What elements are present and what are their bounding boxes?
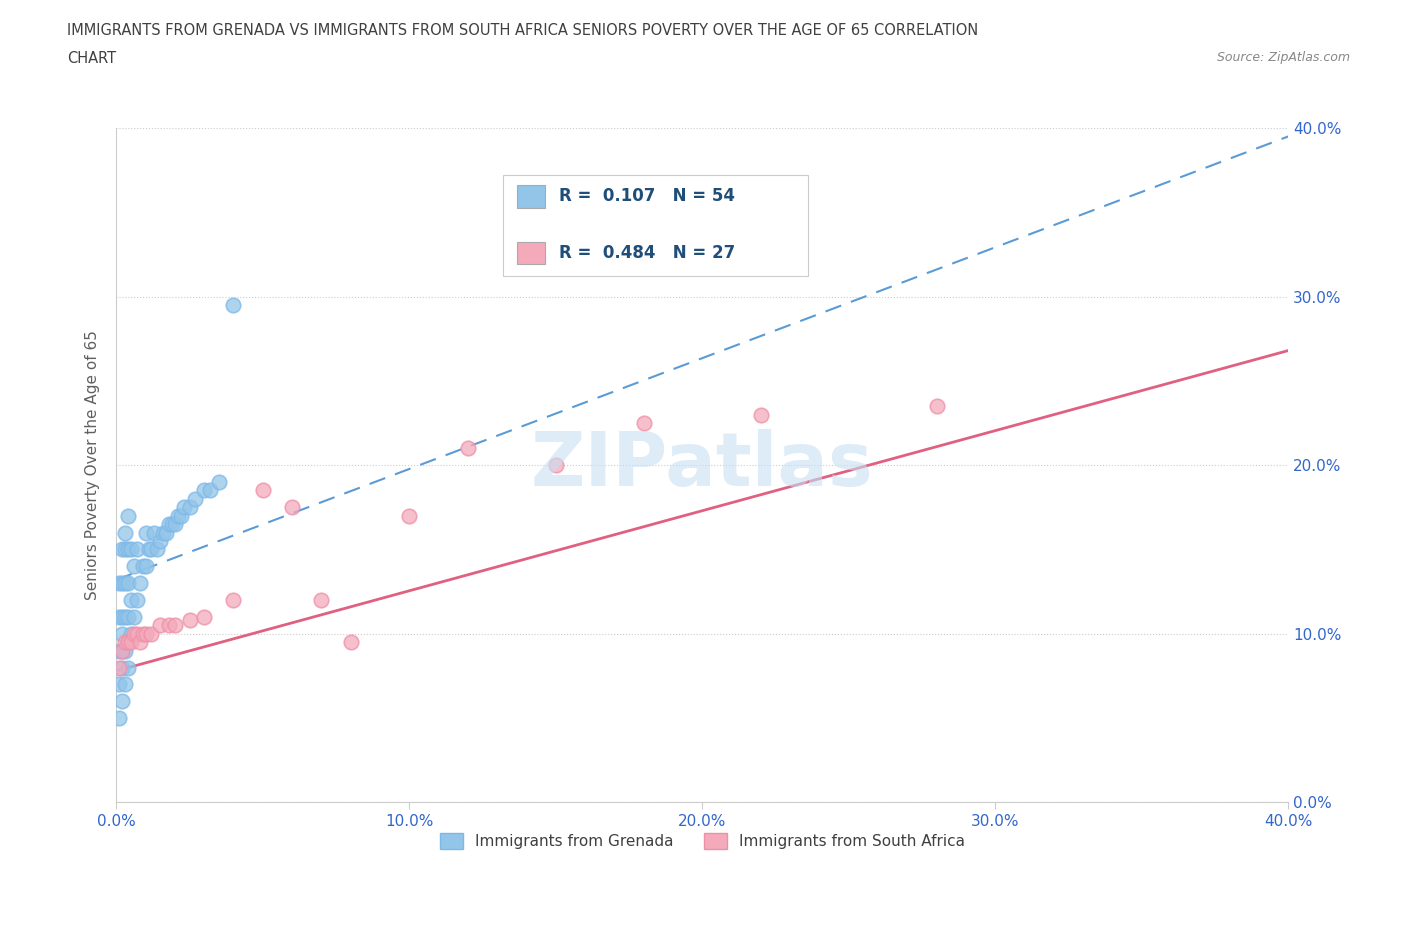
Bar [517, 242, 544, 264]
Point [128, 576, 150, 591]
Point [184, 491, 207, 506]
Point [398, 509, 420, 524]
Point [173, 500, 195, 515]
Point [749, 407, 772, 422]
Point [122, 609, 145, 624]
Point [633, 416, 655, 431]
Point [135, 525, 157, 540]
Point [111, 576, 134, 591]
Y-axis label: Seniors Poverty Over the Age of 65: Seniors Poverty Over the Age of 65 [86, 330, 100, 600]
Point [125, 542, 148, 557]
Point [135, 559, 157, 574]
Point [208, 474, 231, 489]
Point [111, 542, 134, 557]
Point [131, 626, 153, 641]
Point [179, 613, 201, 628]
Point [193, 483, 215, 498]
Point [141, 542, 163, 557]
Point [108, 677, 131, 692]
Point [179, 500, 201, 515]
Legend: Immigrants from Grenada, Immigrants from South Africa: Immigrants from Grenada, Immigrants from… [433, 828, 972, 856]
Text: Source: ZipAtlas.com: Source: ZipAtlas.com [1216, 51, 1350, 64]
Text: IMMIGRANTS FROM GRENADA VS IMMIGRANTS FROM SOUTH AFRICA SENIORS POVERTY OVER THE: IMMIGRANTS FROM GRENADA VS IMMIGRANTS FR… [67, 23, 979, 38]
Point [111, 644, 134, 658]
Point [111, 626, 134, 641]
Point [114, 644, 136, 658]
Point [117, 542, 139, 557]
Point [155, 525, 177, 540]
Point [149, 618, 172, 632]
Point [925, 399, 948, 414]
Point [252, 483, 274, 498]
Point [157, 517, 180, 532]
Point [114, 677, 136, 692]
Point [122, 626, 145, 641]
Point [311, 592, 333, 607]
Point [125, 626, 148, 641]
Point [117, 660, 139, 675]
Point [198, 483, 221, 498]
Text: R =  0.484   N = 27: R = 0.484 N = 27 [558, 244, 735, 262]
Point [117, 635, 139, 650]
Point [122, 559, 145, 574]
Point [111, 660, 134, 675]
Point [141, 626, 163, 641]
Point [108, 609, 131, 624]
Point [128, 635, 150, 650]
Point [149, 534, 172, 549]
Point [170, 509, 193, 524]
Point [146, 542, 169, 557]
Point [117, 576, 139, 591]
Point [166, 509, 188, 524]
Point [111, 694, 134, 709]
Point [114, 542, 136, 557]
Point [108, 576, 131, 591]
Point [108, 644, 131, 658]
Point [114, 635, 136, 650]
Point [114, 525, 136, 540]
Point [125, 592, 148, 607]
Point [339, 635, 361, 650]
Point [108, 660, 131, 675]
Point [111, 609, 134, 624]
Point [457, 441, 479, 456]
Point [117, 509, 139, 524]
Point [120, 626, 142, 641]
Point [108, 711, 131, 725]
Point [120, 542, 142, 557]
Point [544, 458, 567, 472]
Point [152, 525, 174, 540]
Point [131, 559, 153, 574]
Point [120, 592, 142, 607]
Point [117, 609, 139, 624]
Point [138, 542, 160, 557]
Text: R =  0.107   N = 54: R = 0.107 N = 54 [558, 188, 735, 206]
Point [193, 609, 215, 624]
Point [114, 576, 136, 591]
Point [281, 500, 304, 515]
Text: CHART: CHART [67, 51, 117, 66]
Point [157, 618, 180, 632]
Point [222, 298, 245, 312]
Point [222, 592, 245, 607]
Point [111, 644, 134, 658]
Point [163, 517, 186, 532]
Point [135, 626, 157, 641]
Text: ZIPatlas: ZIPatlas [531, 429, 873, 501]
Point [163, 618, 186, 632]
Point [143, 525, 166, 540]
Point [120, 635, 142, 650]
Point [114, 609, 136, 624]
Point [117, 635, 139, 650]
Bar [517, 185, 544, 207]
FancyBboxPatch shape [503, 175, 808, 276]
Point [160, 517, 183, 532]
